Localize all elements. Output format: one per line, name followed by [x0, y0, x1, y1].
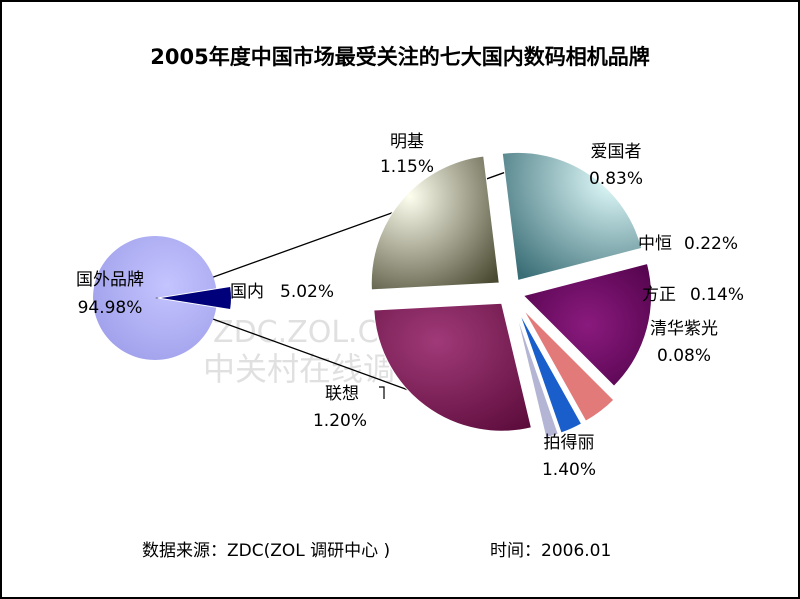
label-domestic-name: 国内: [230, 282, 264, 302]
slice-domestic: [161, 287, 231, 309]
footer-source: 数据来源：ZDC(ZOL 调研中心 ): [142, 541, 390, 561]
leader-line-lianxiang: [379, 386, 385, 399]
label-aiguozhe-value: 0.83%: [589, 169, 643, 189]
label-aiguozhe-name: 爱国者: [591, 142, 642, 162]
slice-mingji: [501, 151, 643, 282]
label-domestic-value: 5.02%: [280, 282, 334, 302]
slice-paideli: [373, 302, 533, 432]
label-zhongheng-name: 中恒: [638, 234, 672, 254]
label-fangzheng-name: 方正: [642, 285, 676, 305]
label-paideli-value: 1.40%: [542, 460, 596, 480]
main-pie: [92, 236, 231, 360]
label-qinghuaziguang-value: 0.08%: [657, 346, 711, 366]
slice-qinghuaziguang: [515, 312, 559, 439]
slice-zhongheng: [522, 309, 615, 422]
label-foreign-name: 国外品牌: [76, 270, 144, 290]
slice-aiguozhe: [522, 262, 652, 387]
label-paideli-name: 拍得丽: [544, 433, 595, 453]
label-lianxiang-name: 联想: [325, 384, 359, 404]
label-foreign-value: 94.98%: [78, 298, 143, 318]
slice-fangzheng: [518, 311, 583, 434]
label-zhongheng-value: 0.22%: [684, 234, 738, 254]
label-qinghuaziguang-name: 清华紫光: [650, 319, 718, 339]
slice-lianxiang: [370, 155, 500, 291]
footer-time: 时间：2006.01: [490, 541, 611, 561]
detail-pie: [370, 151, 652, 439]
label-mingji-value: 1.15%: [380, 157, 434, 177]
label-mingji-name: 明基: [390, 132, 424, 152]
slice-foreign-brands: [92, 236, 217, 360]
label-fangzheng-value: 0.14%: [690, 285, 744, 305]
chart-title: 2005年度中国市场最受关注的七大国内数码相机品牌: [150, 45, 649, 69]
label-lianxiang-value: 1.20%: [313, 411, 367, 431]
